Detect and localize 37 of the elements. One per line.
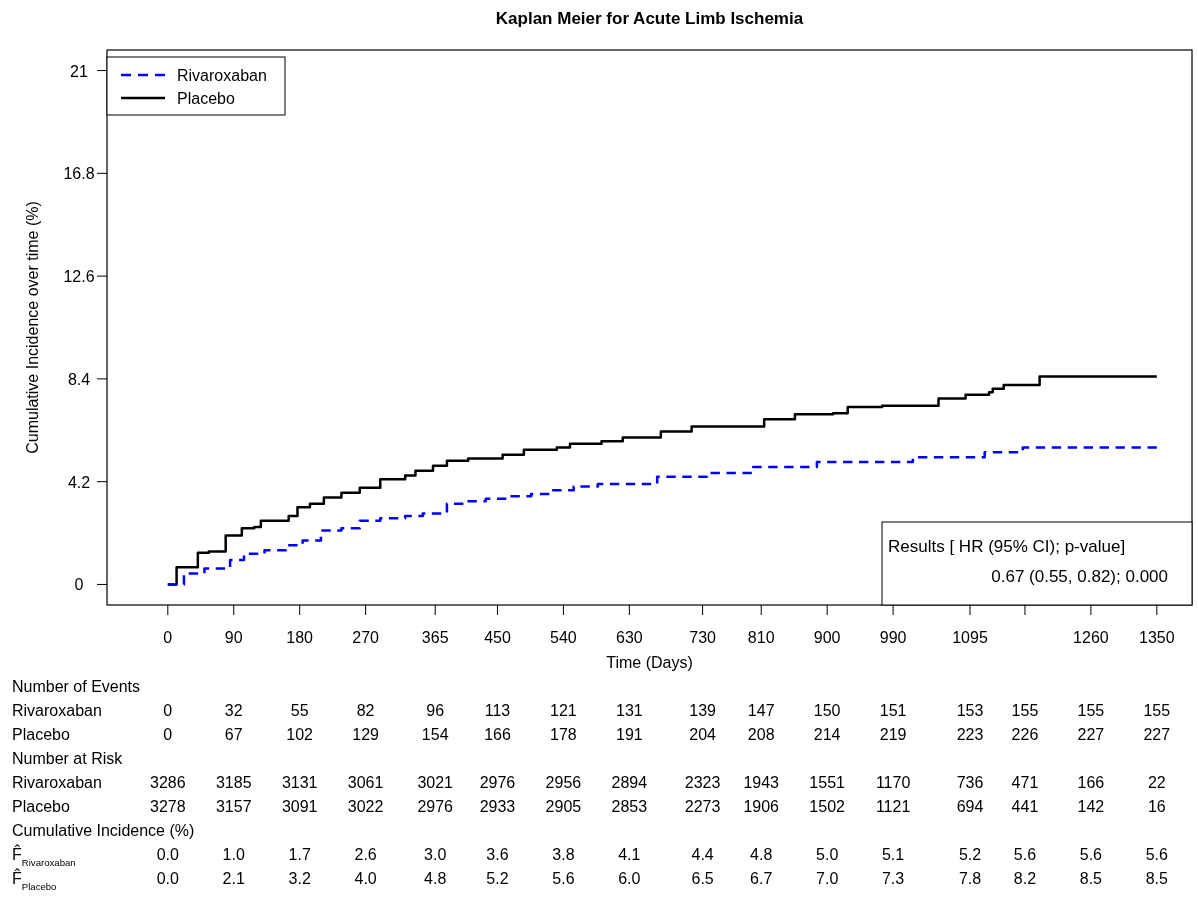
text: Rivaroxaban 3286 3185 3131 3061 3021 2976 2956 2894 2323 1943 1551 1170 736 471 166 22 [12,774,1166,791]
annotation: Results [ HR (95% CI); p-value] [888,537,1126,556]
x-tick-label: 990 [879,629,907,646]
y-axis-title: Cumulative Incidence over time (%) [24,201,41,454]
x-tick-label: 270 [352,629,380,646]
x-tick-label: 450 [484,629,511,646]
legend-label: Placebo [177,90,235,107]
text: Placebo 0 67 102 129 154 166 178 191 204 208 214 219 223 226 227 227 [12,726,1171,743]
text: F̂$_{Placebo}$ 0.0 2.1 3.2 4.0 4.8 5.2 5.6 6.0 6.5 6.7 7.0 7.3 7.8 8.2 8.5 8.5 [12,870,1168,892]
text: F̂$_{Rivaroxaban}$ 0.0 1.0 1.7 2.6 3.0 3.6 3.8 4.1 4.4 4.8 5.0 5.1 5.2 5.6 5.6 5.6 [12,846,1168,868]
x-axis-title: Time (Days) [606,654,693,671]
text: Rivaroxaban 0 32 55 82 96 113 121 131 139 147 150 151 153 155 155 155 [12,702,1171,719]
text: Number at Risk [12,750,124,767]
x-tick-label: 900 [813,629,841,646]
x-tick-label: 540 [550,629,577,646]
y-tick-label: 12.6 [63,268,95,286]
x-tick-label: 810 [747,629,775,646]
x-tick-label: 0 [163,629,173,646]
y-tick-label: 4.2 [67,473,91,491]
chart-title: Kaplan Meier for Acute Limb Ischemia [495,9,804,28]
text: Placebo 3278 3157 3091 3022 2976 2933 2905 2853 2273 1906 1502 1121 694 441 142 16 [12,798,1166,815]
annotation: 0.67 (0.55, 0.82); 0.000 [991,567,1168,586]
text: Number of Events [12,678,141,695]
x-tick-label: 1095 [952,629,988,646]
x-tick-label: 90 [224,629,243,646]
legend-label: Rivaroxaban [177,67,267,84]
x-tick-label: 730 [689,629,717,646]
x-tick-label: 1350 [1139,629,1175,646]
y-tick-label: 0 [74,576,84,594]
x-tick-label: 365 [421,629,449,646]
x-tick-label: 1260 [1073,629,1109,646]
y-tick-label: 8.4 [67,370,91,388]
y-tick-label: 21 [70,62,88,80]
x-tick-label: 180 [286,629,314,646]
text: Cumulative Incidence (%) [12,822,195,839]
y-tick-label: 16.8 [63,165,95,183]
x-tick-label: 630 [616,629,643,646]
